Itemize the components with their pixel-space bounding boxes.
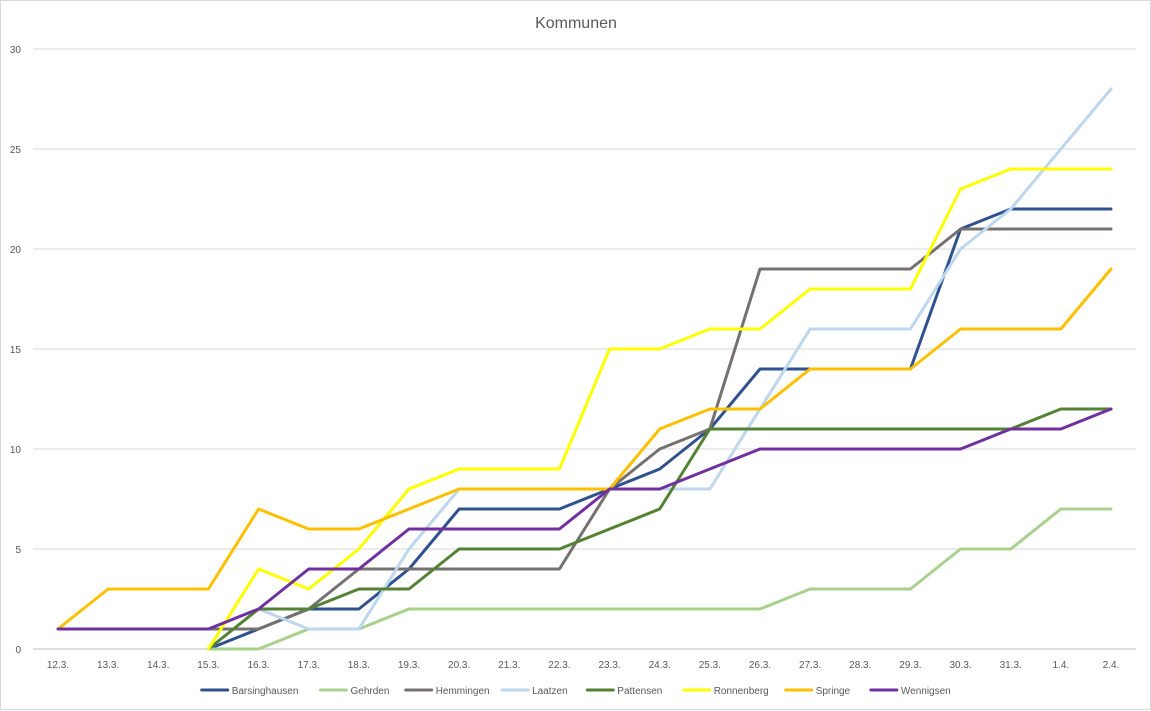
x-tick-label: 15.3.: [197, 660, 219, 671]
x-tick-label: 20.3.: [448, 660, 470, 671]
legend: Barsinghausen Gehrden Hemmingen Laatzen Patt…: [200, 686, 951, 697]
x-tick-label: 23.3.: [598, 660, 620, 671]
series-line-ronnenberg: [206, 167, 1113, 651]
x-tick-label: 18.3.: [348, 660, 370, 671]
x-axis-ticks: 12.3. 13.3. 14.3. 15.3. 16.3. 17.3. 18.3. 19.3.…: [47, 660, 1119, 671]
x-tick-label: 14.3.: [147, 660, 169, 671]
x-tick-label: 26.3.: [749, 660, 771, 671]
legend-item-barsinghausen: Barsinghausen: [200, 686, 299, 697]
legend-label: Pattensen: [617, 686, 662, 697]
legend-label: Springe: [816, 686, 851, 697]
gridlines: [33, 48, 1136, 650]
legend-label: Ronnenberg: [714, 686, 769, 697]
x-tick-label: 17.3.: [298, 660, 320, 671]
legend-item-pattensen: Pattensen: [585, 686, 662, 697]
legend-label: Barsinghausen: [232, 686, 299, 697]
x-tick-label: 22.3.: [548, 660, 570, 671]
y-tick-label: 30: [10, 45, 22, 56]
x-tick-label: 30.3.: [949, 660, 971, 671]
y-tick-label: 20: [10, 245, 22, 256]
y-tick-label: 25: [10, 145, 22, 156]
legend-item-hemmingen: Hemmingen: [404, 686, 490, 697]
legend-item-laatzen: Laatzen: [500, 686, 568, 697]
x-tick-label: 24.3.: [649, 660, 671, 671]
legend-item-wennigsen: Wennigsen: [869, 686, 951, 697]
x-tick-label: 25.3.: [699, 660, 721, 671]
y-axis-ticks: 0 5 10 15 20 25 30: [10, 45, 22, 656]
legend-label: Gehrden: [351, 686, 390, 697]
legend-item-gehrden: Gehrden: [319, 686, 390, 697]
series-line-pattensen: [206, 407, 1113, 651]
legend-label: Laatzen: [532, 686, 568, 697]
x-tick-label: 29.3.: [899, 660, 921, 671]
chart-title: Kommunen: [535, 15, 617, 32]
x-tick-label: 16.3.: [247, 660, 269, 671]
y-tick-label: 0: [15, 645, 21, 656]
series-line-springe: [56, 267, 1113, 631]
series-lines: [56, 87, 1113, 651]
y-tick-label: 10: [10, 445, 22, 456]
series-line-wennigsen: [56, 407, 1113, 631]
x-tick-label: 31.3.: [1000, 660, 1022, 671]
legend-label: Wennigsen: [901, 686, 951, 697]
x-tick-label: 13.3.: [97, 660, 119, 671]
x-tick-label: 27.3.: [799, 660, 821, 671]
series-line-laatzen: [257, 87, 1113, 631]
x-tick-label: 2.4.: [1103, 660, 1120, 671]
legend-label: Hemmingen: [436, 686, 490, 697]
x-tick-label: 12.3.: [47, 660, 69, 671]
legend-item-ronnenberg: Ronnenberg: [682, 686, 769, 697]
x-tick-label: 19.3.: [398, 660, 420, 671]
legend-item-springe: Springe: [784, 686, 851, 697]
x-tick-label: 21.3.: [498, 660, 520, 671]
y-tick-label: 5: [15, 545, 21, 556]
x-tick-label: 28.3.: [849, 660, 871, 671]
y-tick-label: 15: [10, 345, 22, 356]
x-tick-label: 1.4.: [1053, 660, 1070, 671]
